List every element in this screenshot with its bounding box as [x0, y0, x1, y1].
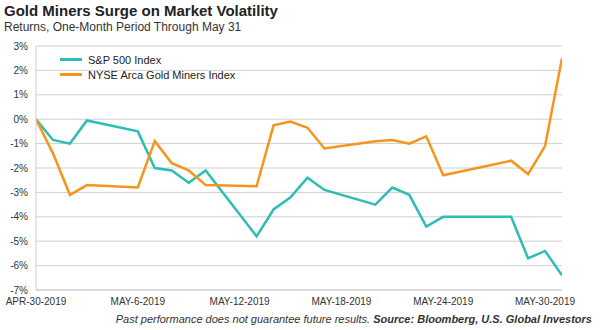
svg-text:-4%: -4%: [10, 211, 28, 222]
svg-text:APR-30-2019: APR-30-2019: [8, 296, 67, 307]
svg-text:1%: 1%: [14, 89, 29, 100]
svg-text:-1%: -1%: [10, 138, 28, 149]
svg-text:MAY-12-2019: MAY-12-2019: [210, 296, 270, 307]
svg-text:MAY-6-2019: MAY-6-2019: [111, 296, 166, 307]
svg-text:3%: 3%: [14, 41, 29, 52]
svg-text:MAY-30-2019: MAY-30-2019: [515, 296, 575, 307]
svg-text:MAY-18-2019: MAY-18-2019: [311, 296, 371, 307]
html-text:NYSE Arca Gold Miners Index: NYSE Arca Gold Miners Index: [88, 68, 236, 81]
svg-text:-2%: -2%: [10, 163, 28, 174]
svg-text:-3%: -3%: [10, 187, 28, 198]
svg-text:-7%: -7%: [10, 285, 28, 296]
svg-text:2%: 2%: [14, 65, 29, 76]
html-text:Past performance does not guar: Past performance does not guarantee futu…: [115, 313, 592, 325]
html-text:Gold Miners Surge on Market Vo: Gold Miners Surge on Market Volatility: [4, 2, 278, 19]
svg-text:-6%: -6%: [10, 260, 28, 271]
html-text:S&P 500 Index: S&P 500 Index: [88, 53, 162, 66]
svg-text:-5%: -5%: [10, 236, 28, 247]
svg-text:0%: 0%: [14, 114, 29, 125]
svg-text:MAY-24-2019: MAY-24-2019: [413, 296, 473, 307]
html-text:Returns, One-Month Period Thro: Returns, One-Month Period Through May 31: [4, 20, 242, 34]
